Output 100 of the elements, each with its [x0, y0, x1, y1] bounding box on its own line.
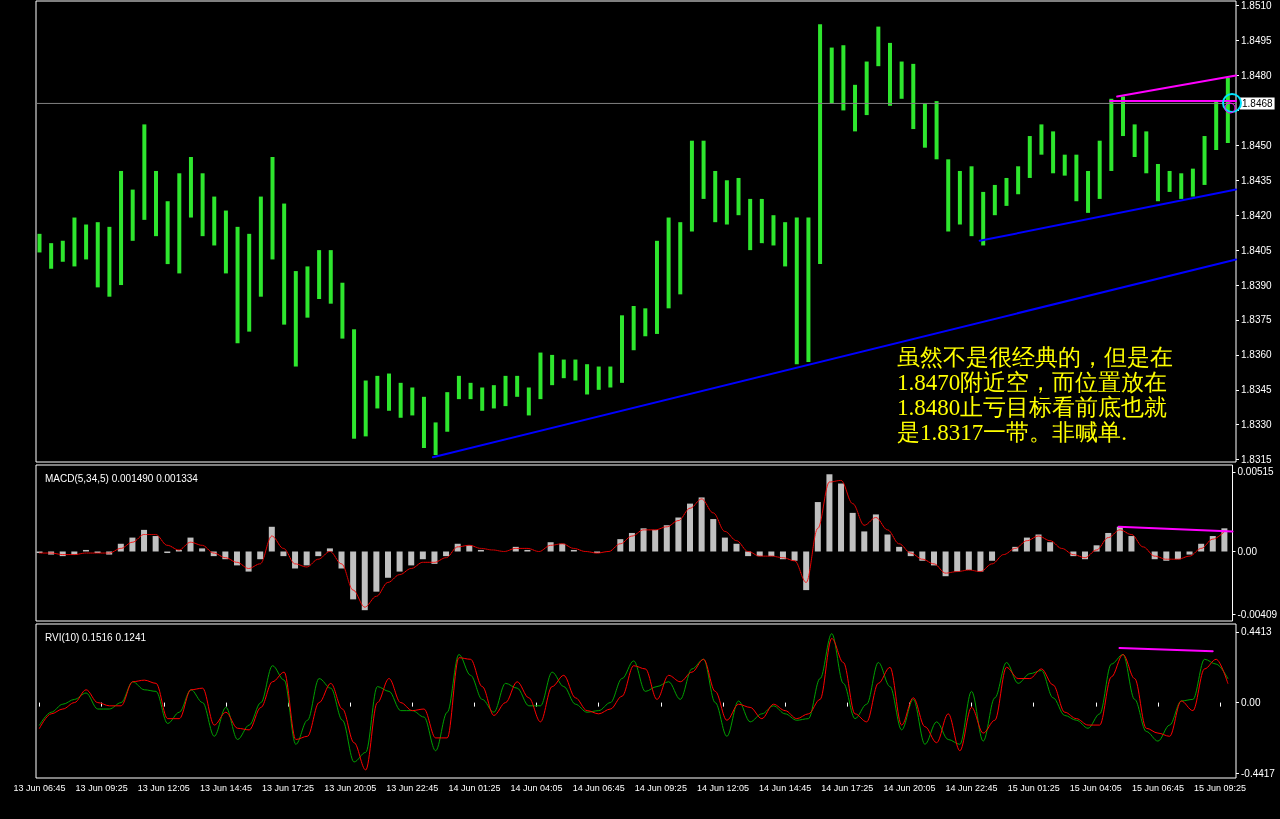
bar [1128, 536, 1135, 552]
bar [305, 266, 310, 318]
bar [803, 551, 810, 591]
bar [258, 196, 263, 297]
bar [981, 191, 986, 246]
bar [257, 551, 264, 560]
bar [1039, 124, 1044, 155]
bar [1179, 173, 1184, 199]
bar [643, 308, 648, 337]
bar [701, 140, 706, 199]
bar [361, 551, 368, 611]
bar [1214, 101, 1219, 151]
y-tick-label: 0.00 [1237, 545, 1258, 557]
bar [340, 282, 345, 339]
bar [818, 24, 823, 265]
bar [977, 551, 984, 572]
y-tick-label: 1.8345 [1241, 384, 1273, 396]
bar [142, 124, 147, 220]
bar [1174, 551, 1181, 560]
bar [212, 196, 217, 246]
bar [687, 503, 694, 552]
y-tick-label: 1.8435 [1241, 174, 1273, 186]
bar [49, 243, 54, 269]
bar [1051, 131, 1056, 174]
bar [829, 47, 834, 104]
bar [387, 373, 392, 411]
bar [733, 543, 740, 552]
y-tick-label: 1.8450 [1241, 139, 1273, 151]
bar [794, 217, 799, 365]
bar [199, 548, 206, 552]
bar [1186, 551, 1193, 555]
bar [384, 551, 391, 578]
bar [491, 385, 496, 409]
bar [95, 222, 100, 288]
bar [503, 375, 508, 407]
bar [946, 159, 951, 232]
y-tick-label: 1.8390 [1241, 279, 1273, 291]
bar [270, 156, 275, 260]
bar [724, 180, 729, 225]
bar [721, 537, 728, 552]
bar [678, 222, 683, 295]
bar [814, 502, 821, 552]
x-tick-label: 13 Jun 12:05 [137, 782, 190, 793]
bar [1074, 154, 1079, 202]
bar [107, 226, 112, 297]
bar [1167, 170, 1172, 192]
bar [861, 531, 868, 552]
bar [930, 551, 937, 566]
y-tick-label: 1.8405 [1241, 244, 1273, 256]
bar [965, 551, 972, 571]
bar [363, 380, 368, 437]
x-tick-label: 13 Jun 20:05 [324, 782, 377, 793]
bar [791, 551, 798, 561]
bar [247, 233, 252, 332]
bar [771, 215, 776, 246]
bar [922, 103, 927, 148]
y-tick-label: 1.8510 [1241, 0, 1273, 12]
bar [992, 184, 997, 216]
bar [396, 551, 403, 572]
bar [652, 529, 659, 552]
bar [268, 526, 275, 552]
bar [864, 61, 869, 116]
bar [957, 170, 962, 225]
bar [1202, 136, 1207, 185]
bar [456, 375, 461, 400]
bar [292, 551, 299, 569]
bar [410, 387, 415, 416]
bar [352, 329, 357, 439]
bar [1132, 124, 1137, 157]
bar [480, 387, 485, 411]
bar [1027, 136, 1032, 178]
bar [849, 512, 856, 552]
bar [165, 201, 170, 265]
bar [188, 156, 193, 218]
bar [698, 497, 705, 552]
bar [710, 519, 717, 552]
bar [315, 551, 322, 557]
bar [141, 529, 148, 552]
y-tick-label: -0.4417 [1241, 767, 1276, 779]
bar [223, 210, 228, 274]
bar [350, 551, 357, 600]
bar [1047, 542, 1054, 552]
y-tick-label: 1.8495 [1241, 35, 1273, 47]
bar [235, 226, 240, 344]
bar [152, 536, 159, 552]
bar [245, 551, 252, 572]
y-tick-label: 1.8420 [1241, 209, 1273, 221]
ref-line-label: 1.8468 [1242, 97, 1274, 109]
bar [280, 551, 287, 557]
bar [538, 352, 543, 400]
bar [72, 217, 77, 267]
bar [1016, 166, 1021, 195]
bar [631, 306, 636, 351]
bar [1190, 168, 1195, 197]
bar [84, 224, 89, 260]
x-tick-label: 14 Jun 20:05 [883, 782, 936, 793]
bar [293, 271, 298, 367]
bar [596, 366, 601, 390]
bar [759, 198, 764, 244]
y-tick-label: 1.8315 [1241, 454, 1273, 466]
